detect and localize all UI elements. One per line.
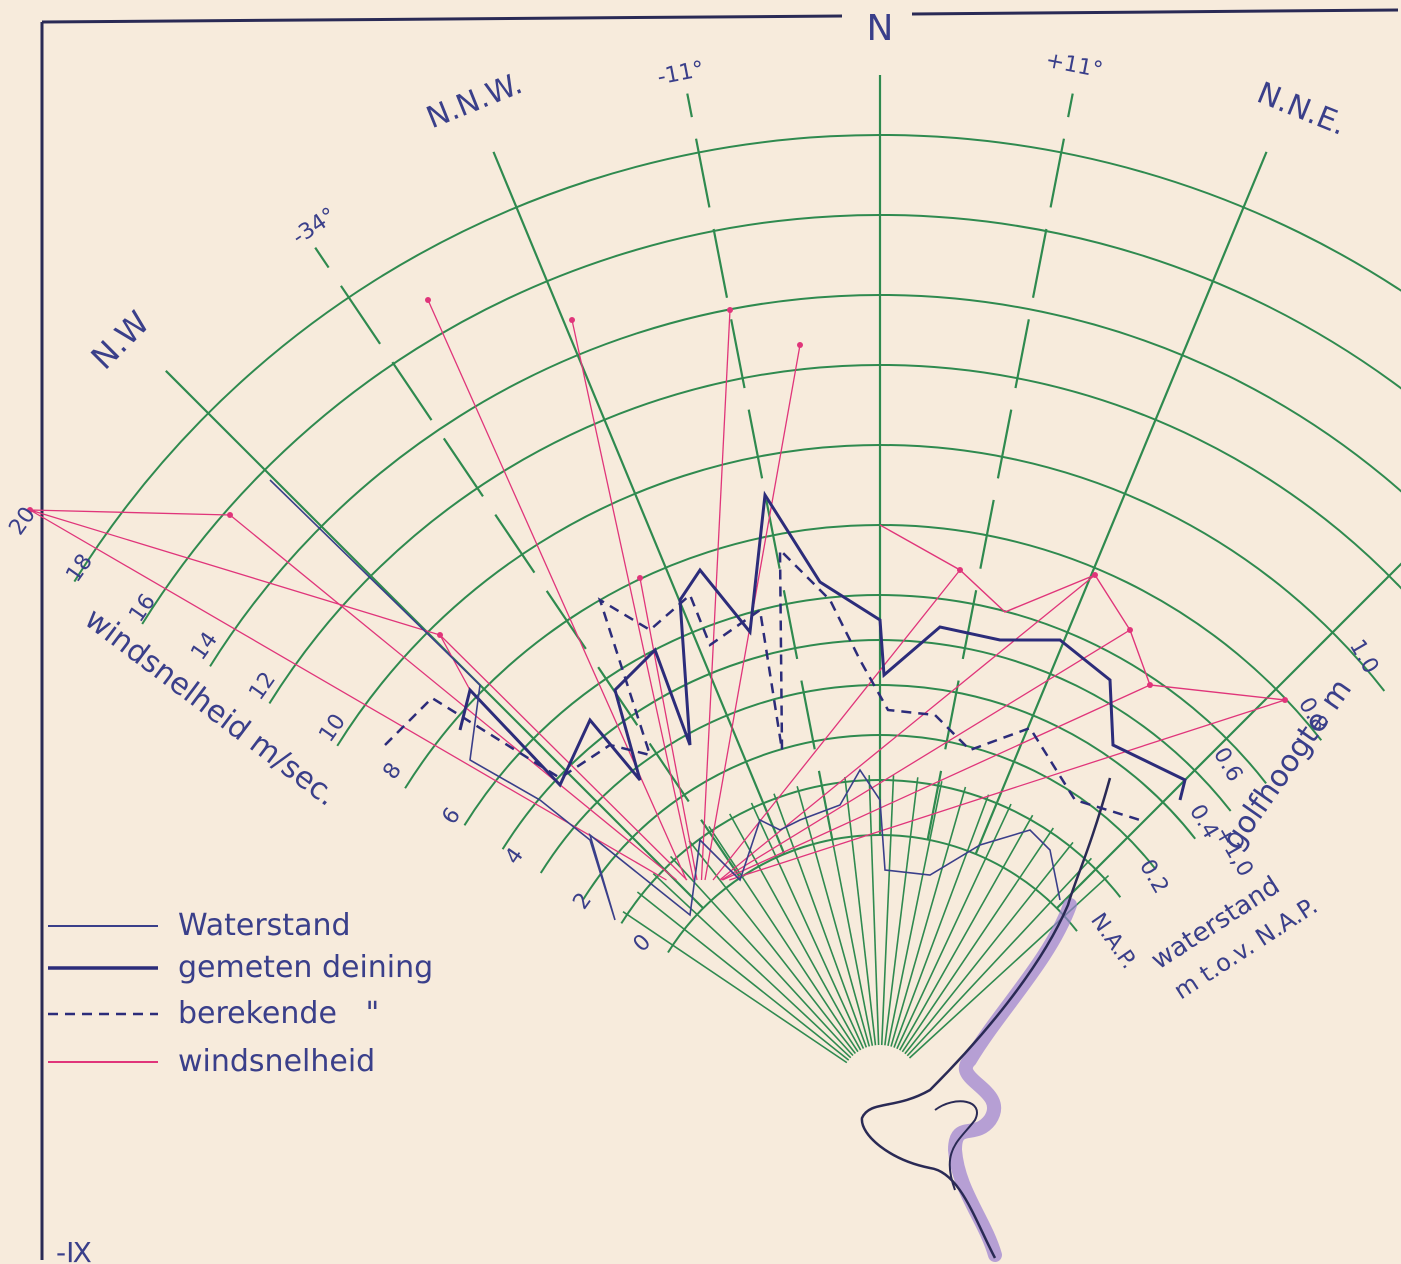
wind-arrowhead [797, 342, 803, 348]
wind-arrowhead [425, 297, 431, 303]
grid-arc [141, 214, 1401, 625]
grid-spoke [904, 841, 1074, 1055]
wind-tick-label: 20 [4, 503, 41, 540]
grid-spoke [796, 786, 871, 1047]
wind-tick-label: 10 [314, 710, 351, 747]
polar-grid [73, 75, 1401, 1064]
grid-spoke [896, 803, 1012, 1050]
grid-arc [73, 134, 1401, 583]
coastline-outline [860, 777, 1112, 1259]
wind-arrowhead [569, 317, 575, 323]
wind-vector [229, 514, 677, 881]
legend-label-berekende: berekende " [178, 996, 379, 1031]
wind-vector [722, 684, 1151, 881]
grid-spoke [669, 855, 854, 1057]
grid-arc [501, 639, 1232, 850]
grid-spoke [884, 777, 919, 1046]
grid-direction-line [492, 151, 786, 855]
grid-spoke [908, 874, 1110, 1059]
grid-direction-line [974, 151, 1268, 855]
wind-vector [712, 569, 961, 881]
sheet-frame [40, 8, 1399, 1260]
legend: Waterstand gemeten deining berekende " w… [48, 908, 433, 1079]
grid-angle-line [686, 93, 834, 840]
coastline-inlet [934, 1100, 978, 1191]
wind-trace [879, 524, 1286, 701]
wind-vectors [27, 297, 1288, 881]
wind-vector [29, 509, 667, 881]
wind-tick-label: 16 [124, 590, 161, 627]
berekende-deining-line [384, 546, 1141, 822]
wind-vector [571, 319, 695, 881]
wind-trace [29, 509, 471, 691]
wave-tick-label: 0.2 [1134, 855, 1173, 898]
grid-arc [582, 734, 1157, 901]
wind-tick-label: 12 [244, 668, 281, 705]
wind-tick-label: 4 [500, 843, 529, 869]
wind-vector [427, 299, 687, 881]
grid-arc [268, 364, 1401, 704]
wind-vector [721, 629, 1131, 881]
grid-angle-line [926, 93, 1074, 840]
corner-mark: -Ⅸ [56, 1236, 92, 1264]
measurement-series [269, 479, 1187, 921]
grid-spoke [729, 813, 862, 1051]
wind-axis-label: windsnelheid m/sec. [78, 601, 344, 813]
wind-vector [729, 699, 1286, 881]
angle-label-plus-11: +11° [1044, 48, 1105, 84]
wind-tick-label: 14 [186, 628, 223, 665]
stray-tick-label: 0 [629, 930, 657, 958]
grid-spoke [868, 775, 880, 1046]
grid-spoke [636, 891, 850, 1061]
grid-arc [209, 294, 1401, 667]
wind-tick-label: 2 [568, 888, 597, 914]
grid-spoke [906, 857, 1093, 1057]
gemeten-deining-line [458, 490, 1187, 801]
water-tick-label-nap: N.A.P. [1085, 909, 1141, 974]
grid-spoke [622, 910, 848, 1064]
grid-arc [336, 444, 1386, 747]
wind-vector [639, 577, 698, 881]
wind-arrowhead [637, 575, 643, 581]
direction-label-nnw: N.N.W. [422, 66, 528, 136]
angle-label-minus-11: -11° [655, 57, 706, 90]
legend-label-waterstand: Waterstand [178, 908, 351, 943]
grid-spoke [890, 786, 967, 1047]
grid-spoke [901, 827, 1055, 1053]
grid-arc [404, 523, 1323, 789]
wind-tick-label: 8 [378, 758, 407, 784]
grid-spoke [893, 794, 990, 1048]
wind-arrowhead [727, 307, 733, 313]
grid-spoke [899, 814, 1034, 1051]
grid-spoke [773, 793, 868, 1048]
direction-label-nw: N.W [84, 304, 157, 377]
grid-spoke [887, 781, 943, 1046]
direction-label-nne: N.N.E. [1252, 76, 1351, 143]
grid-spoke [880, 775, 895, 1046]
north-label: N [867, 8, 894, 49]
wind-vector [439, 634, 688, 881]
axis-labels: N N.W N.N.W. N.N.E. -34° -11° +11° 2 4 6 8 10 12 14 16… [4, 8, 1383, 1005]
coastline [860, 777, 1112, 1262]
grid-spoke [708, 826, 859, 1053]
grid-spoke [652, 872, 852, 1059]
wind-tick-label: 6 [437, 803, 466, 829]
grid-spoke [750, 802, 865, 1049]
coastline-shading [947, 898, 1077, 1262]
legend-label-gemeten-deining: gemeten deining [178, 950, 433, 985]
grid-direction-line [1055, 562, 1401, 910]
legend-label-windsnelheid: windsnelheid [178, 1044, 375, 1079]
wave-tick-label: 1.0 [1344, 635, 1383, 678]
grid-arc [539, 684, 1196, 874]
angle-label-minus-34: -34° [288, 203, 341, 250]
wind-vector [719, 574, 1096, 881]
grid-arc [620, 779, 1122, 924]
waterstand-line [269, 479, 1061, 921]
grid-angle-line [314, 247, 742, 879]
grid-arc [463, 594, 1267, 826]
wind-vector [700, 309, 731, 881]
